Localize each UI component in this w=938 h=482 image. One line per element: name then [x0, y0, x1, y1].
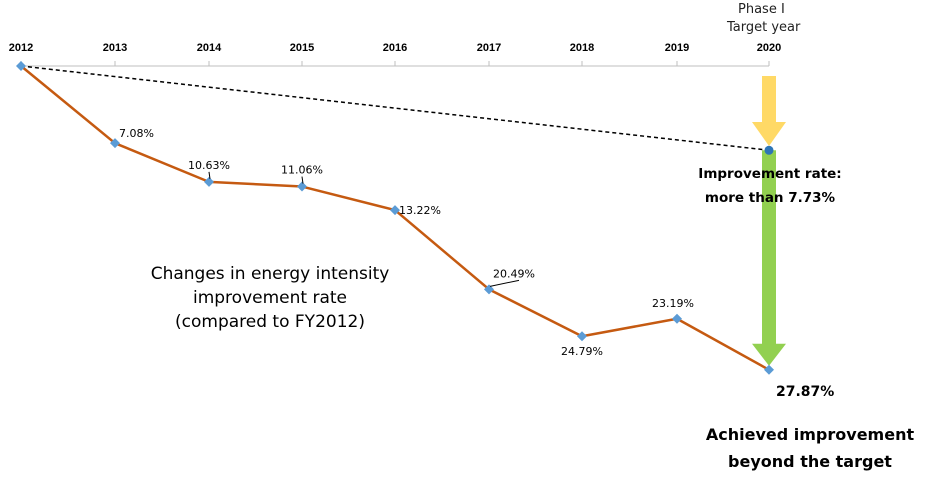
- x-tick-label-2017: 2017: [477, 42, 501, 54]
- data-point-2020: [764, 364, 774, 375]
- data-point-2013: [110, 138, 120, 149]
- x-tick-label-2016: 2016: [383, 42, 407, 54]
- data-label-2013: 7.08%: [119, 127, 154, 140]
- x-tick-label-2014: 2014: [197, 42, 222, 54]
- chart-title-line-3: (compared to FY2012): [175, 312, 365, 332]
- x-tick-label-2012: 2012: [9, 42, 33, 54]
- leader-line-2014: [208, 171, 211, 179]
- chart-title: Changes in energy intensity improvement …: [100, 262, 440, 334]
- green-arrow-head: [752, 343, 786, 366]
- target-point: [764, 145, 774, 155]
- data-point-2019: [672, 313, 682, 324]
- data-point-2016: [390, 205, 400, 216]
- yellow-arrow-head: [752, 122, 786, 146]
- leader-line-2017: [489, 279, 520, 287]
- achieved-annotation-line-1: Achieved improvement: [705, 425, 915, 444]
- x-axis: 2012 2013 2014 2015 2016 2017 2018 2019 2020: [9, 42, 781, 67]
- target-annotation-line-2: more than 7.73%: [704, 190, 836, 206]
- improvement-arrows: [752, 76, 786, 366]
- series-group: [16, 61, 774, 375]
- data-labels: 7.08% 10.63% 11.06% 13.22% 20.49% 24.79% 23.19…: [119, 127, 694, 358]
- target-line-group: [20, 65, 774, 155]
- leader-line-2015: [301, 176, 304, 184]
- data-point-2018: [577, 331, 587, 342]
- yellow-arrow-shaft: [762, 76, 776, 124]
- data-label-2014: 10.63%: [188, 159, 230, 172]
- x-tick-label-2013: 2013: [103, 42, 127, 54]
- data-point-2014: [204, 176, 214, 187]
- green-arrow-shaft: [762, 150, 776, 350]
- data-label-2017: 20.49%: [493, 267, 535, 280]
- data-label-2016: 13.22%: [399, 204, 441, 217]
- data-label-2018: 24.79%: [561, 345, 603, 358]
- data-label-2019: 23.19%: [652, 297, 694, 310]
- data-point-2017: [484, 284, 494, 295]
- x-tick-label-2018: 2018: [570, 42, 594, 54]
- target-year-label: Target year: [727, 20, 801, 35]
- target-annotation: Improvement rate: more than 7.73%: [690, 162, 850, 210]
- x-tick-label-2019: 2019: [665, 42, 689, 54]
- chart-title-line-1: Changes in energy intensity: [150, 264, 390, 284]
- chart-title-line-2: improvement rate: [192, 288, 347, 308]
- x-tick-label-2020: 2020: [757, 42, 781, 54]
- data-label-2015: 11.06%: [281, 164, 323, 177]
- phase-label: Phase Ⅰ: [738, 2, 785, 17]
- target-annotation-line-1: Improvement rate:: [698, 166, 842, 182]
- achieved-annotation: Achieved improvement beyond the target: [690, 421, 930, 475]
- achieved-annotation-line-2: beyond the target: [728, 452, 892, 471]
- data-point-2015: [297, 181, 307, 192]
- x-tick-label-2015: 2015: [290, 42, 314, 54]
- final-value-label: 27.87%: [776, 384, 835, 400]
- data-point-2012: [16, 61, 26, 71]
